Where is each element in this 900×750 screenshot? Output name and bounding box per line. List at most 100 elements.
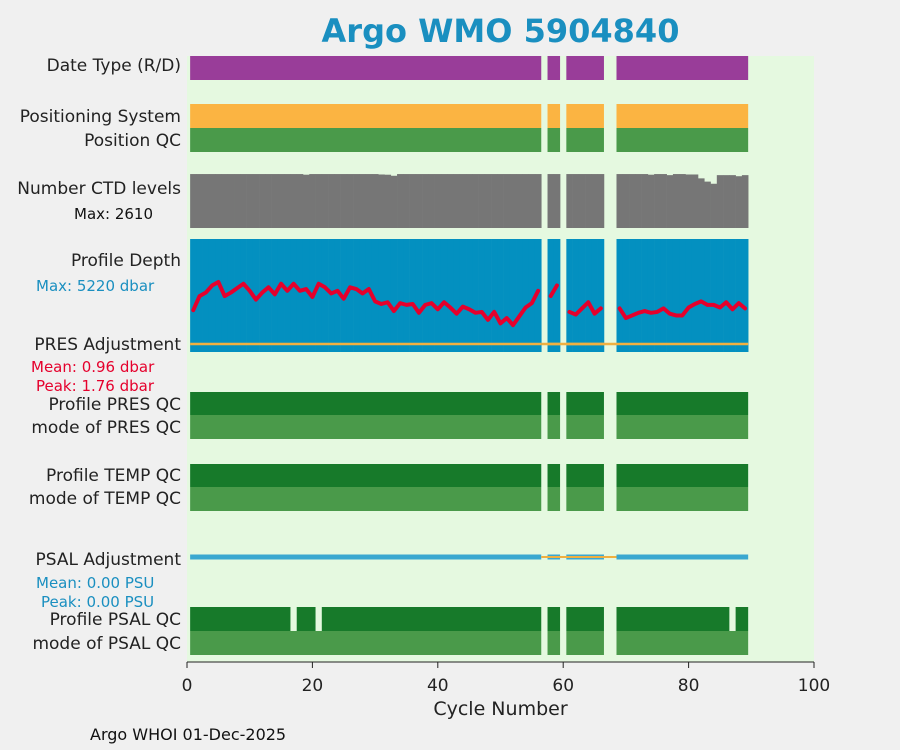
band-profile-psal-qc-segment — [616, 607, 730, 631]
profile-depth-bar — [246, 239, 254, 352]
ctd-levels-bar — [259, 174, 266, 228]
ctd-levels-bar — [334, 174, 341, 228]
ctd-levels-bar — [491, 174, 498, 228]
ctd-levels-bar — [359, 174, 366, 228]
band-position-qc-segment — [547, 128, 561, 152]
profile-depth-bar — [259, 239, 266, 352]
band-date-type-segment — [547, 56, 561, 80]
ctd-levels-bar — [453, 174, 461, 228]
band-date-type-segment — [566, 56, 604, 80]
profile-depth-bar — [716, 239, 724, 352]
ctd-levels-bar — [328, 174, 335, 228]
ctd-levels-bar — [647, 174, 655, 228]
profile-depth-bar — [334, 239, 341, 352]
profile-depth-bar — [647, 239, 655, 352]
band-profile-psal-qc-segment — [190, 607, 291, 631]
ctd-levels-bar — [271, 174, 279, 228]
ctd-levels-bar — [428, 174, 435, 228]
ctd-levels-bar — [365, 174, 373, 228]
plot-area-background — [187, 56, 814, 662]
ctd-levels-bar — [277, 174, 285, 228]
profile-depth-bar — [534, 239, 542, 352]
ctd-levels-max-label: Max: 2610 — [74, 205, 154, 223]
ctd-levels-bar — [641, 174, 649, 228]
psal-adjustment-peak-label: Peak: 0.00 PSU — [41, 593, 155, 611]
profile-depth-bar — [466, 239, 473, 352]
ctd-levels-bar — [635, 174, 642, 228]
profile-depth-bar — [698, 239, 705, 352]
pres-adjustment-peak-label: Peak: 1.76 dbar — [36, 377, 155, 395]
profile-depth-bar — [566, 239, 573, 352]
ctd-levels-bar — [528, 174, 536, 228]
chart-title: Argo WMO 5904840 — [321, 12, 680, 50]
profile-depth-bar — [328, 239, 335, 352]
ctd-levels-bar — [585, 174, 592, 228]
profile-depth-bar — [365, 239, 373, 352]
row-label-profile-pres-qc: Profile PRES QC — [48, 395, 181, 415]
profile-depth-bar — [491, 239, 498, 352]
ctd-levels-bar — [591, 174, 598, 228]
profile-depth-bar — [284, 239, 291, 352]
band-mode-temp-qc-segment — [547, 487, 561, 511]
profile-depth-bar — [503, 239, 511, 352]
ctd-levels-bar — [710, 183, 718, 228]
profile-depth-bar — [478, 239, 486, 352]
ctd-levels-bar — [616, 174, 624, 228]
ctd-levels-bar — [447, 174, 454, 228]
profile-depth-bar — [346, 239, 354, 352]
band-position-qc-segment — [616, 128, 749, 152]
ctd-levels-bar — [252, 174, 260, 228]
profile-depth-bar — [553, 239, 561, 352]
band-profile-temp-qc-segment — [566, 464, 604, 487]
ctd-levels-bar — [346, 174, 354, 228]
band-mode-temp-qc-segment — [566, 487, 604, 511]
ctd-levels-bar — [629, 174, 636, 228]
pres-adjustment-mean-label: Mean: 0.96 dbar — [31, 358, 155, 376]
profile-depth-bar — [302, 239, 310, 352]
row-label-mode-psal-qc: mode of PSAL QC — [32, 634, 181, 654]
band-profile-psal-qc-segment — [321, 607, 542, 631]
band-profile-temp-qc-segment — [190, 464, 542, 487]
profile-depth-bar — [585, 239, 592, 352]
ctd-levels-bar — [409, 174, 417, 228]
ctd-levels-bar — [315, 174, 323, 228]
profile-depth-bar — [666, 239, 674, 352]
x-tick-label: 0 — [182, 676, 193, 696]
band-mode-pres-qc-segment — [547, 415, 561, 439]
band-profile-pres-qc-segment — [190, 392, 542, 415]
ctd-levels-bar — [290, 174, 298, 228]
profile-depth-bar — [704, 239, 711, 352]
band-profile-pres-qc-segment — [616, 392, 749, 415]
profile-depth-bar — [390, 239, 398, 352]
profile-depth-bar — [277, 239, 285, 352]
ctd-levels-bar — [597, 174, 605, 228]
band-positioning-system-segment — [190, 104, 542, 128]
profile-depth-bar — [359, 239, 366, 352]
footer-credit: Argo WHOI 01-Dec-2025 — [90, 725, 287, 744]
ctd-levels-bar — [302, 174, 310, 228]
profile-depth-bar — [679, 239, 686, 352]
profile-depth-bar — [240, 239, 247, 352]
ctd-levels-bar — [296, 174, 304, 228]
ctd-levels-bar — [572, 174, 580, 228]
profile-depth-bar — [353, 239, 360, 352]
row-label-position-qc: Position QC — [84, 131, 181, 151]
profile-depth-bar — [321, 239, 329, 352]
profile-depth-bar — [422, 239, 429, 352]
ctd-levels-bar — [723, 175, 730, 228]
ctd-levels-bar — [522, 174, 530, 228]
row-label-positioning-system: Positioning System — [19, 107, 181, 127]
pres-max-trace — [617, 299, 748, 321]
x-tick-label: 60 — [552, 676, 574, 696]
ctd-levels-bar — [497, 174, 504, 228]
ctd-levels-bar — [246, 174, 254, 228]
profile-depth-bar — [315, 239, 323, 352]
profile-depth-bar — [578, 239, 586, 352]
x-axis-label: Cycle Number — [433, 698, 568, 720]
ctd-levels-bar — [390, 175, 398, 228]
profile-depth-bar — [597, 239, 605, 352]
profile-depth-bar — [371, 239, 379, 352]
band-positioning-system-segment — [566, 104, 604, 128]
row-label-profile-temp-qc: Profile TEMP QC — [46, 466, 181, 486]
profile-depth-bar — [397, 239, 404, 352]
